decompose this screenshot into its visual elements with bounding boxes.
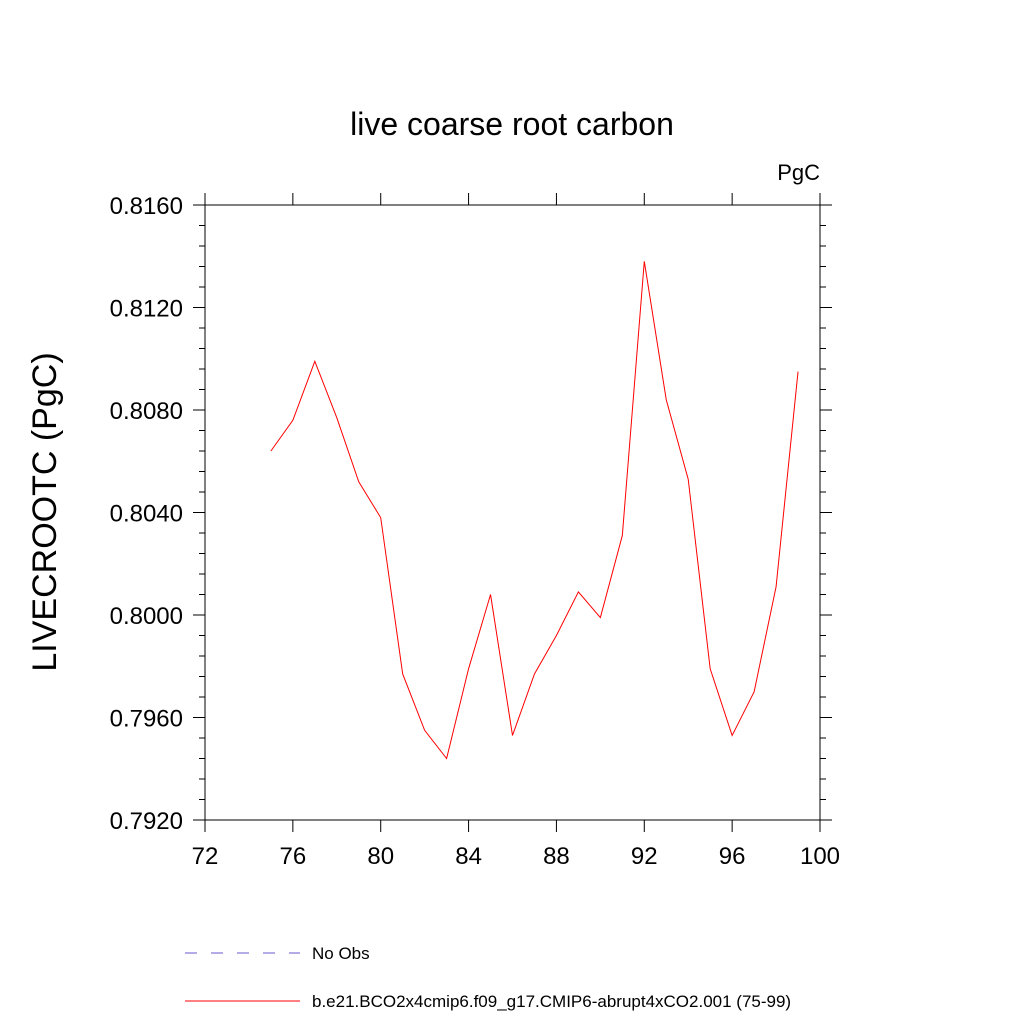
y-tick-label: 0.8120 [110,296,183,323]
x-tick-label: 84 [455,843,482,870]
legend-label-model-run: b.e21.BCO2x4cmip6.f09_g17.CMIP6-abrupt4x… [312,992,791,1011]
x-tick-label: 72 [192,843,219,870]
chart-title: live coarse root carbon [350,106,674,142]
series-layer [270,261,799,760]
series-line [270,261,799,760]
x-tick-label: 92 [631,843,658,870]
y-tick-label: 0.7960 [110,706,183,733]
x-tick-label: 80 [367,843,394,870]
legend: No Obs b.e21.BCO2x4cmip6.f09_g17.CMIP6-a… [185,944,791,1011]
y-axis-label: LIVECROOTC (PgC) [26,352,64,671]
y-tick-label: 0.8080 [110,398,183,425]
unit-label: PgC [777,160,820,185]
x-tick-label: 76 [280,843,307,870]
y-tick-label: 0.8040 [110,501,183,528]
x-tick-label: 96 [719,843,746,870]
plot-frame [204,204,821,821]
legend-label-no-obs: No Obs [312,944,370,963]
x-tick-label: 88 [543,843,570,870]
y-tick-label: 0.7920 [110,808,183,835]
axis-ticks: 72 76 80 84 88 92 96 100 0.7920 0.7960 0.8000 0.804… [110,193,840,870]
y-tick-label: 0.8000 [110,603,183,630]
y-tick-label: 0.8160 [110,193,183,220]
x-tick-label: 100 [800,843,840,870]
